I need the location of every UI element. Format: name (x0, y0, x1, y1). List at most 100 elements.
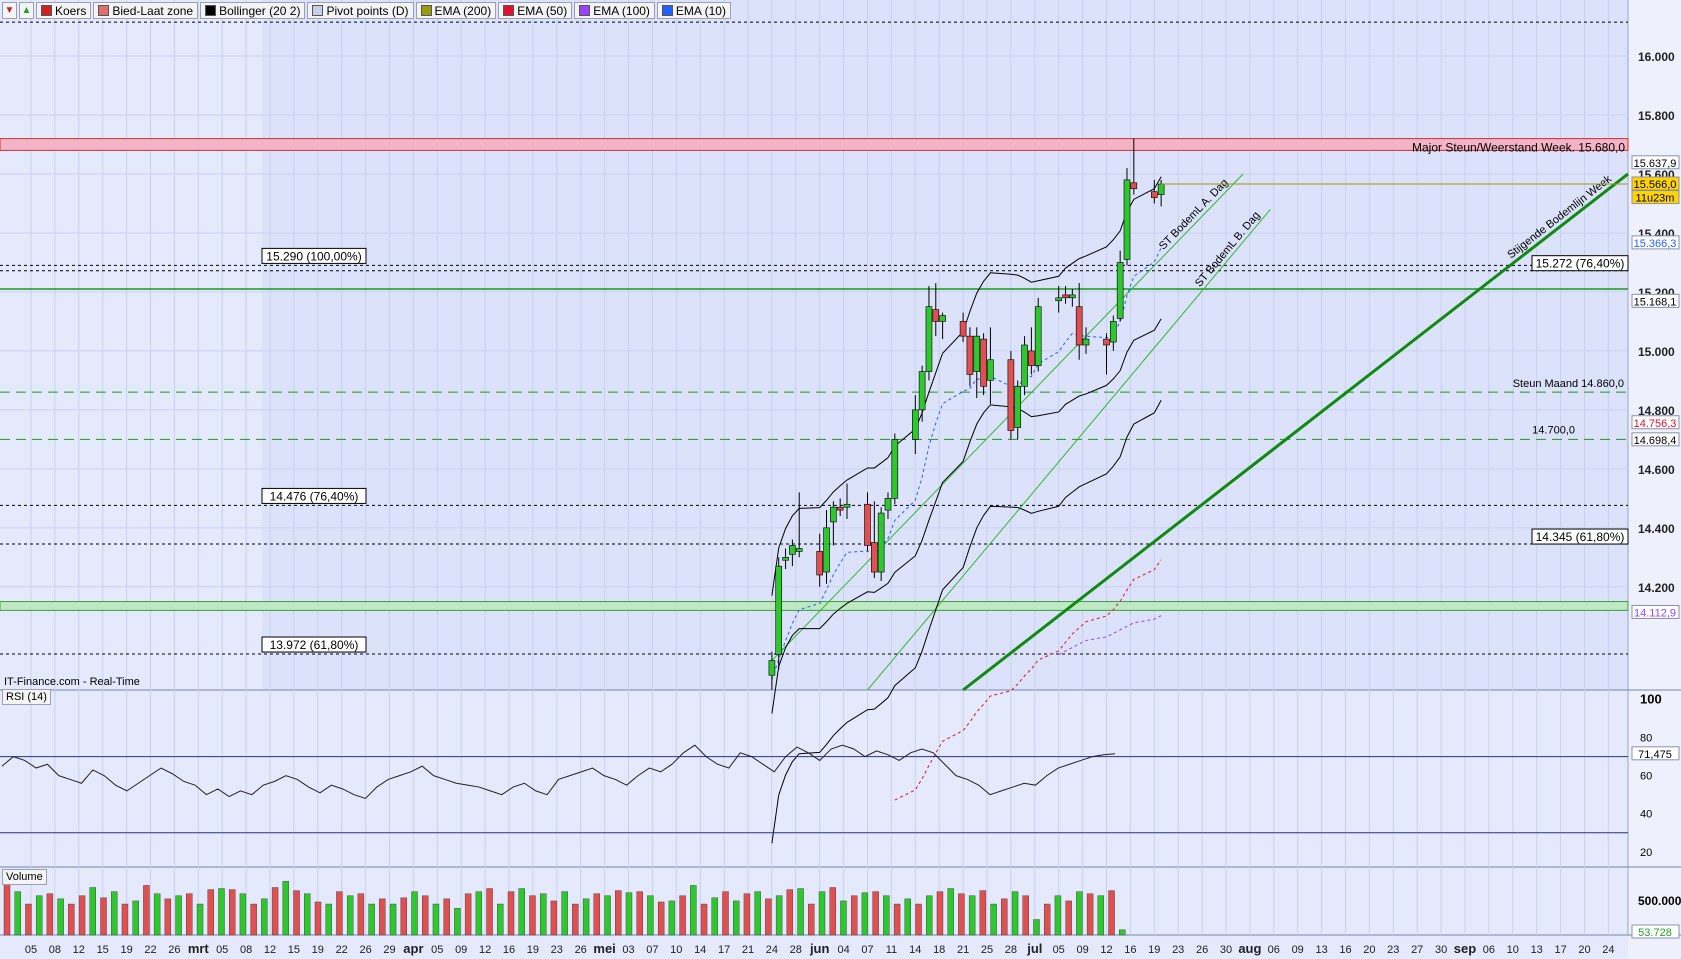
candle-body (789, 545, 796, 555)
candle-body (1130, 182, 1138, 190)
x-tick-label: 10 (670, 944, 682, 956)
candle-body (1151, 191, 1158, 198)
x-tick-label: 14 (909, 944, 921, 956)
zone-label: Major Steun/Weerstand Week. 15.680,0 (1412, 141, 1625, 155)
volume-bar (3, 881, 11, 936)
volume-bar (915, 903, 922, 936)
volume-bar (1076, 891, 1083, 936)
x-tick-label: 05 (216, 944, 228, 956)
price-tick-label: 14.200 (1638, 581, 1675, 595)
volume-bar (743, 893, 751, 936)
x-tick-label: 09 (1292, 944, 1304, 956)
price-tag-label: 14.112,9 (1634, 607, 1676, 619)
volume-bar (990, 903, 997, 936)
legend-item[interactable]: EMA (200) (415, 2, 497, 19)
legend-item[interactable]: EMA (50) (498, 2, 573, 19)
volume-bar (1022, 895, 1029, 936)
price-tag (1631, 293, 1680, 308)
rsi-panel-label[interactable]: RSI (14) (2, 689, 51, 705)
candle-body (884, 498, 892, 511)
volume-value-label: 53.728 (1638, 927, 1672, 939)
level-label: 15.290 (100,00%) (266, 249, 361, 263)
volume-bar (1011, 891, 1019, 936)
volume-bar (936, 891, 944, 936)
candle-body (843, 503, 851, 508)
volume-bar (893, 903, 901, 936)
volume-bar (46, 893, 54, 936)
x-tick-label: 17 (718, 944, 730, 956)
x-tick-label: 16 (1339, 944, 1351, 956)
x-tick-label: 13 (1315, 944, 1327, 956)
candle-body (939, 315, 946, 322)
arrow-down-icon: ▼ (4, 5, 15, 16)
price-tick-label: 14.400 (1638, 522, 1675, 536)
price-tag-label: 11u23m (1636, 193, 1675, 205)
x-tick-label: 20 (1578, 944, 1590, 956)
x-tick-label: 10 (1507, 944, 1519, 956)
legend-item[interactable]: Pivot points (D) (307, 2, 414, 19)
volume-bar (733, 900, 740, 936)
legend-item[interactable]: Bollinger (20 2) (200, 2, 306, 19)
price-tag-label: 15.366,3 (1634, 238, 1677, 250)
trendline (867, 209, 1271, 691)
volume-bar (175, 895, 182, 936)
price-tag-label: 15.637,9 (1634, 158, 1677, 170)
volume-bar (808, 903, 815, 936)
expand-button[interactable]: ▲ (19, 2, 34, 19)
x-tick-label: sep (1454, 941, 1476, 956)
legend-label: EMA (100) (593, 3, 650, 18)
x-tick-label: 12 (479, 944, 491, 956)
chart-legend: ▼ ▲ Koers Bied-Laat zone Bollinger (20 2) P… (2, 2, 731, 19)
x-tick-label: 03 (622, 944, 634, 956)
level-label: 14.345 (61,80%) (1536, 530, 1625, 544)
volume-bar (1097, 895, 1105, 936)
candle-body (1062, 294, 1069, 299)
candle-body (1034, 306, 1042, 366)
price-tick-label: 14.600 (1638, 463, 1675, 477)
volume-panel-label[interactable]: Volume (2, 869, 47, 885)
legend-item[interactable]: Koers (36, 2, 92, 19)
candle-body (966, 335, 974, 375)
rsi-tick-label: 40 (1640, 809, 1652, 821)
volume-bar (647, 895, 654, 936)
legend-label: Bollinger (20 2) (219, 3, 301, 18)
x-tick-label: 26 (168, 944, 180, 956)
bollinger-upper (771, 176, 1162, 596)
volume-bar (722, 891, 729, 936)
candle-body (1123, 179, 1131, 260)
volume-bar (904, 898, 911, 936)
price-tick-label: 14.800 (1638, 404, 1675, 418)
volume-bar (400, 897, 407, 936)
price-zone (0, 601, 1629, 611)
volume-bar (1054, 895, 1062, 936)
x-tick-label: 05 (1053, 944, 1065, 956)
x-tick-label: 19 (527, 944, 539, 956)
volume-bar (1033, 919, 1040, 936)
legend-item[interactable]: EMA (10) (656, 2, 731, 19)
volume-bar (840, 900, 847, 936)
candle-body (891, 439, 899, 499)
x-tick-label: 09 (455, 944, 467, 956)
volume-bar (250, 903, 257, 936)
volume-bar (765, 898, 772, 936)
candle-body (1116, 262, 1124, 319)
level-label: Steun Maand 14.860,0 (1513, 378, 1624, 390)
x-tick-label: 25 (981, 944, 993, 956)
trendline (962, 172, 1629, 692)
x-tick-label: 21 (957, 944, 969, 956)
rsi-value-tag (1631, 746, 1680, 761)
candle-body (1082, 338, 1090, 346)
arrow-up-icon: ▲ (21, 5, 32, 16)
x-tick-label: 23 (1387, 944, 1399, 956)
legend-item[interactable]: Bied-Laat zone (93, 2, 199, 19)
x-tick-label: aug (1238, 941, 1261, 956)
collapse-button[interactable]: ▼ (2, 2, 17, 19)
x-tick-label: 28 (790, 944, 802, 956)
level-label-box (261, 487, 367, 504)
volume-bar (389, 903, 397, 936)
price-tag-label: 15.566,0 (1634, 179, 1677, 191)
volume-bar (700, 903, 708, 936)
x-tick-label: 11 (886, 944, 897, 956)
legend-item[interactable]: EMA (100) (574, 2, 655, 19)
